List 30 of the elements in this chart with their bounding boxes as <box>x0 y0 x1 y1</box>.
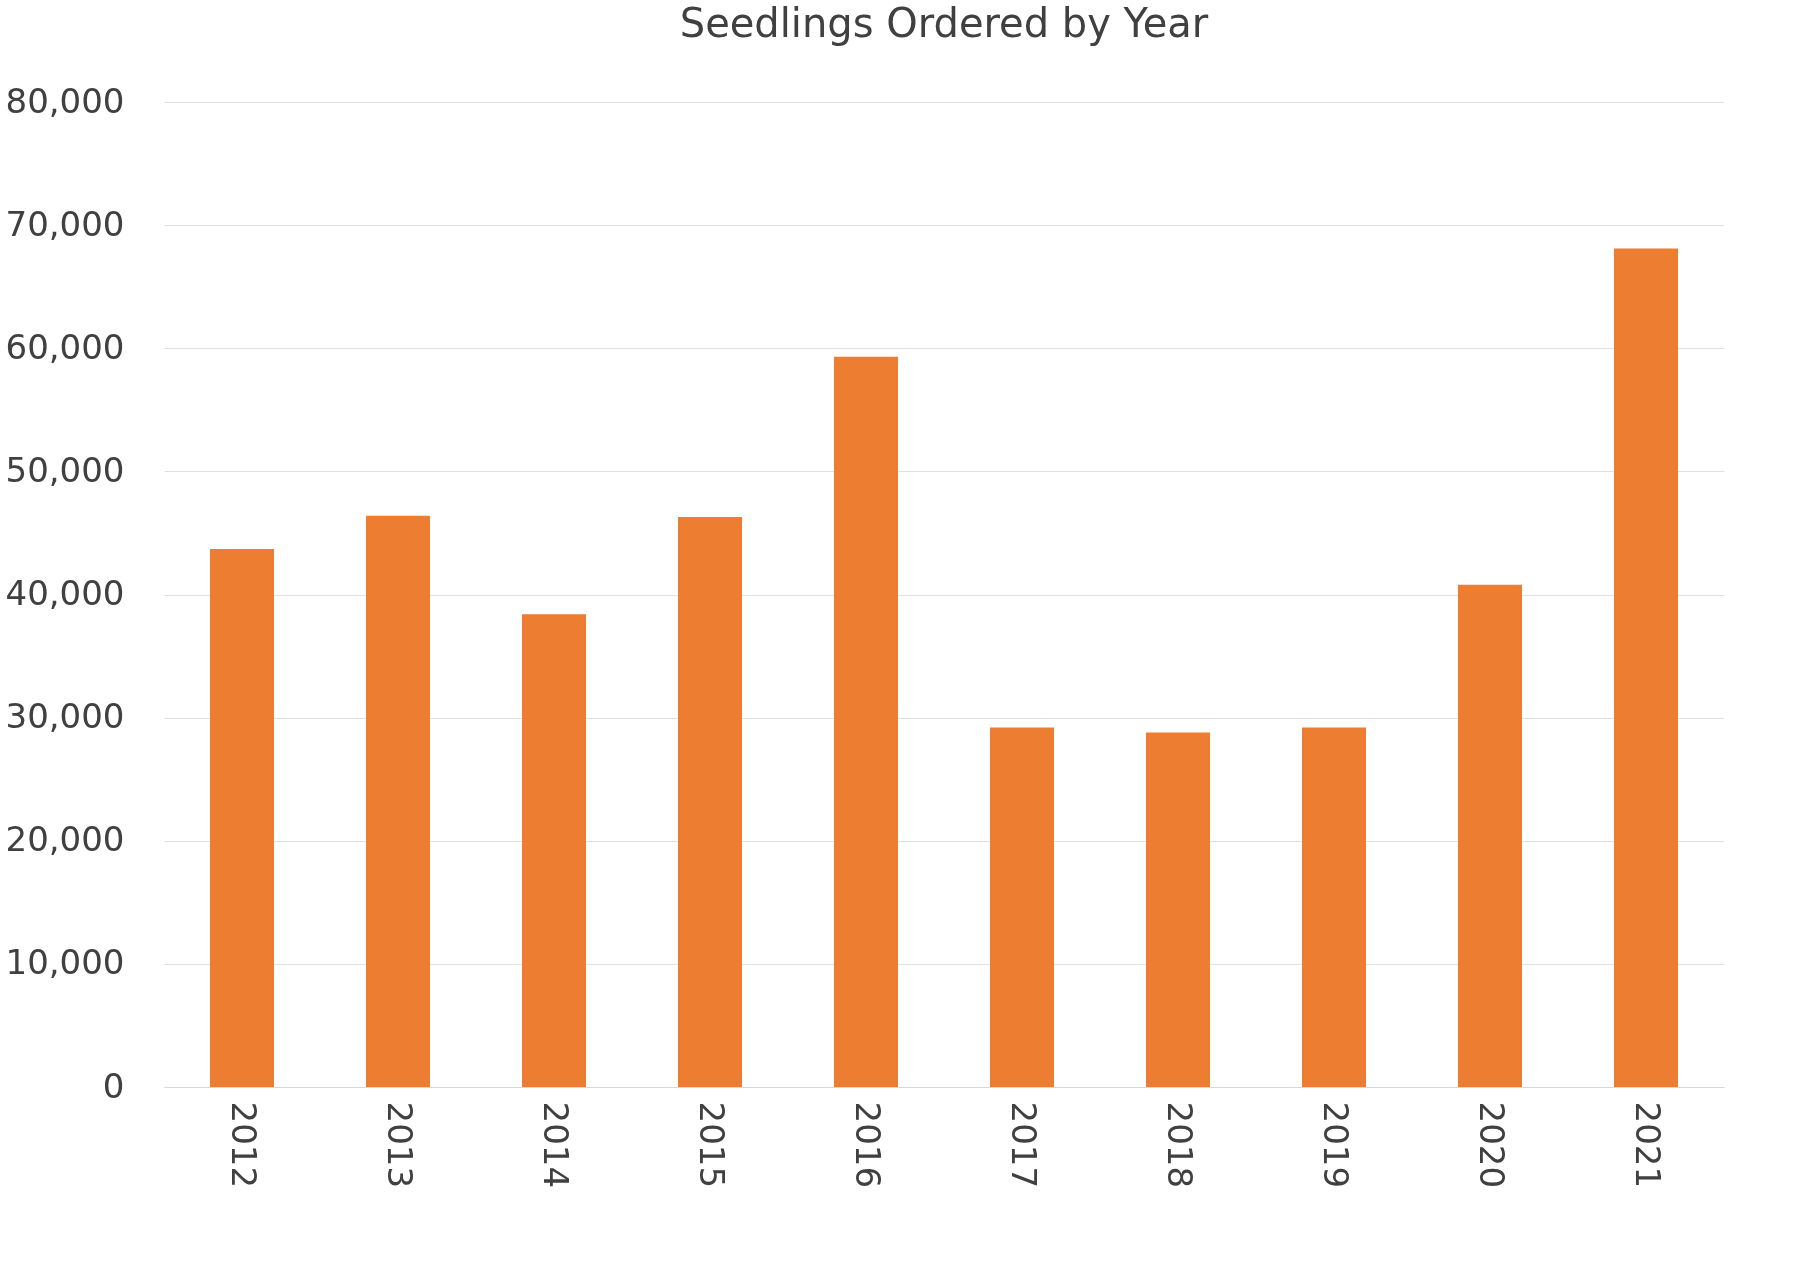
bar <box>366 515 430 1087</box>
x-tick-label: 2019 <box>1316 1101 1356 1189</box>
x-tick-label: 2018 <box>1160 1101 1200 1189</box>
x-tick-label: 2015 <box>692 1101 732 1189</box>
bar <box>678 516 742 1087</box>
chart-title: Seedlings Ordered by Year <box>679 0 1209 46</box>
x-tick-label: 2016 <box>848 1101 888 1189</box>
bar <box>1614 248 1678 1087</box>
y-tick-label: 60,000 <box>5 326 125 367</box>
bar <box>210 548 274 1087</box>
x-tick-label: 2021 <box>1628 1101 1668 1189</box>
bar <box>1302 727 1366 1087</box>
bar <box>990 727 1054 1087</box>
y-tick-label: 50,000 <box>5 449 125 490</box>
x-tick-label: 2013 <box>380 1101 420 1189</box>
y-tick-label: 80,000 <box>5 80 125 121</box>
x-tick-label: 2020 <box>1472 1101 1512 1189</box>
y-tick-label: 70,000 <box>5 203 125 244</box>
x-tick-label: 2012 <box>224 1101 264 1189</box>
y-tick-label: 10,000 <box>5 942 125 983</box>
bar <box>1458 584 1522 1087</box>
y-tick-label: 20,000 <box>5 819 125 860</box>
bar <box>1146 732 1210 1087</box>
bar <box>834 356 898 1087</box>
y-tick-label: 30,000 <box>5 696 125 737</box>
x-tick-label: 2017 <box>1004 1101 1044 1189</box>
x-tick-label: 2014 <box>536 1101 576 1189</box>
y-tick-label: 40,000 <box>5 573 125 613</box>
bar <box>522 614 586 1087</box>
y-tick-label: 0 <box>102 1065 125 1106</box>
